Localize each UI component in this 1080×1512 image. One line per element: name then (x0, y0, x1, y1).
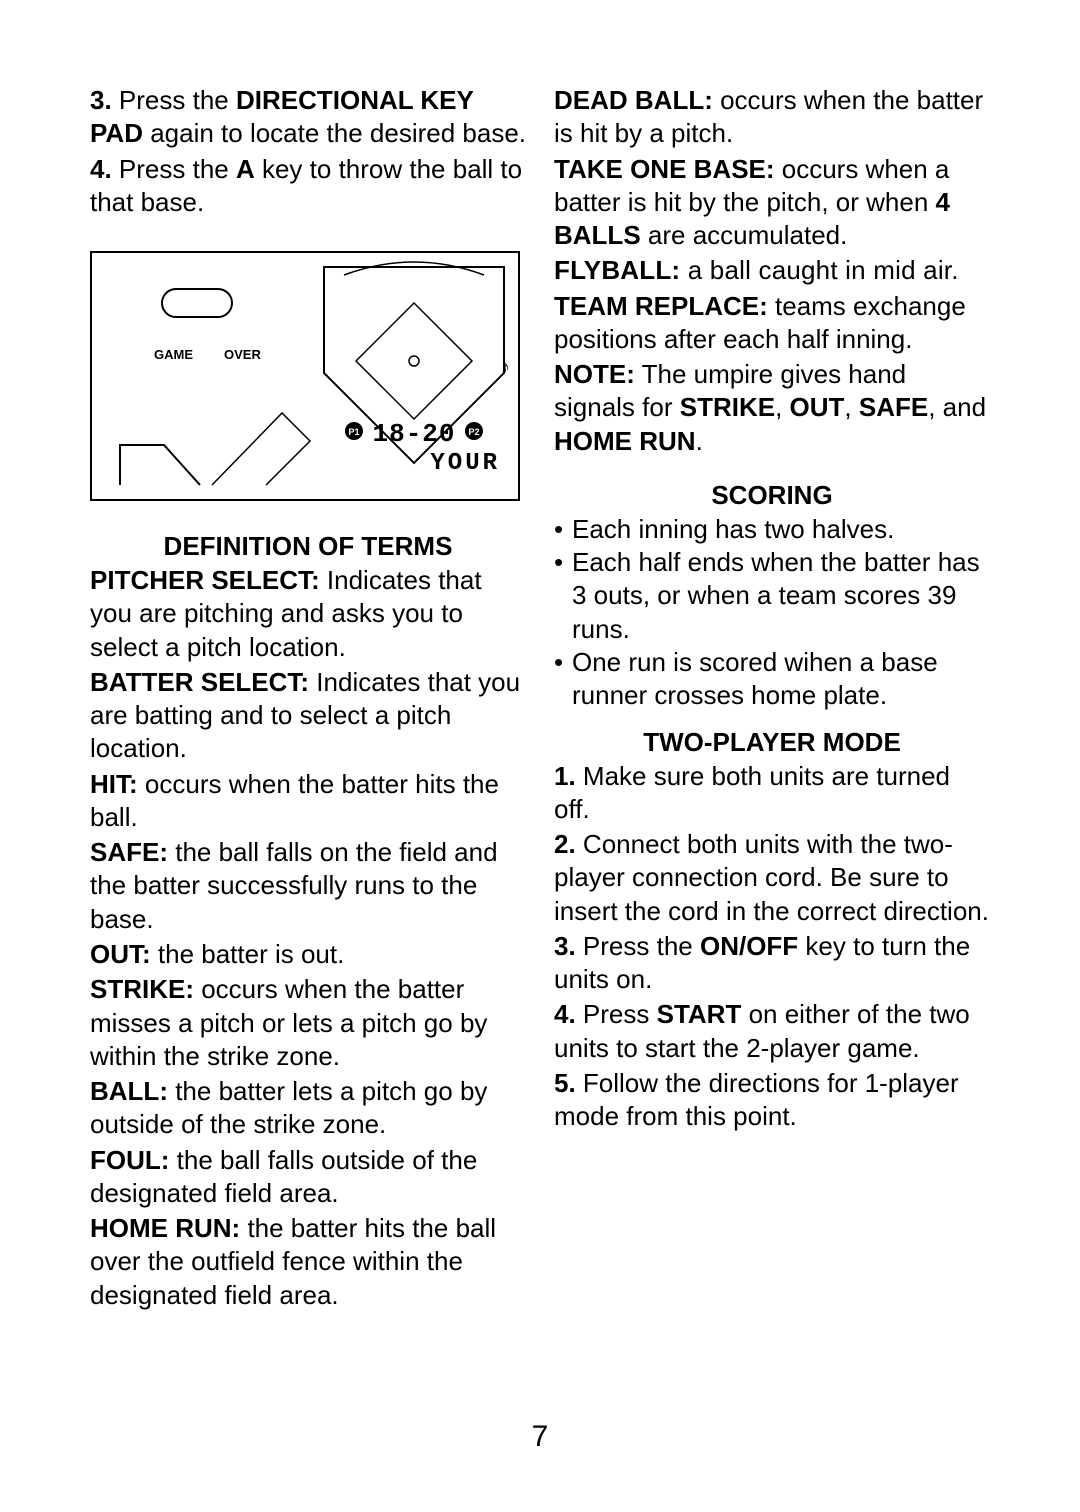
scoring-bullet-2: •Each half ends when the batter has 3 ou… (554, 546, 990, 646)
right-column: DEAD BALL: occurs when the batter is hit… (554, 84, 990, 1404)
tp1-text: Make sure both units are turned off. (554, 761, 950, 824)
team-replace-label: TEAM REPLACE: (554, 291, 768, 321)
out-label: OUT: (90, 939, 151, 969)
step-4-text-a: Press the (112, 154, 236, 184)
step-4-key: A (236, 154, 255, 184)
svg-text:P1: P1 (348, 427, 359, 437)
flyball-text: a ball caught in mid air. (680, 255, 958, 285)
step-3-text-c: again to locate the desired base. (143, 118, 526, 148)
tp-step-4: 4. Press START on either of the two unit… (554, 998, 990, 1065)
pitcher-select-label: PITCHER SELECT: (90, 565, 320, 595)
term-foul: FOUL: the ball falls outside of the desi… (90, 1144, 526, 1211)
hit-text: occurs when the batter hits the ball. (90, 769, 499, 832)
left-column: 3. Press the DIRECTIONAL KEY PAD again t… (90, 84, 526, 1404)
tp4-b: START (657, 999, 742, 1029)
term-batter-select: BATTER SELECT: Indicates that you are ba… (90, 666, 526, 766)
term-flyball: FLYBALL: a ball caught in mid air. (554, 254, 990, 287)
term-take-one-base: TAKE ONE BASE: occurs when a batter is h… (554, 153, 990, 253)
flyball-label: FLYBALL: (554, 255, 680, 285)
scoring-bullet-3: •One run is scored wihen a base runner c… (554, 646, 990, 713)
note: NOTE: The umpire gives hand signals for … (554, 358, 990, 458)
tp4-num: 4. (554, 999, 576, 1029)
game-screen-svg: ♪ GAME OVER P1 18-20 P2 YOUR (92, 253, 522, 503)
tp3-a: Press the (576, 931, 700, 961)
game-screen-figure: ♪ GAME OVER P1 18-20 P2 YOUR (90, 251, 520, 501)
tp3-b: ON/OFF (700, 931, 798, 961)
tp-step-5: 5. Follow the directions for 1-player mo… (554, 1067, 990, 1134)
term-hit: HIT: occurs when the batter hits the bal… (90, 768, 526, 835)
safe-label: SAFE: (90, 837, 168, 867)
out-text: the batter is out. (151, 939, 345, 969)
scoring-b3-text: One run is scored wihen a base runner cr… (572, 646, 990, 713)
definition-of-terms-title: DEFINITION OF TERMS (90, 531, 526, 562)
take-text-c: are accumulated. (641, 220, 848, 250)
note-sep2: , (844, 392, 858, 422)
term-safe: SAFE: the ball falls on the field and th… (90, 836, 526, 936)
scoring-b1-text: Each inning has two halves. (572, 513, 990, 546)
hit-label: HIT: (90, 769, 138, 799)
bullet-dot-icon: • (554, 646, 572, 713)
tp1-num: 1. (554, 761, 576, 791)
term-home-run: HOME RUN: the batter hits the ball over … (90, 1212, 526, 1312)
note-safe: SAFE (859, 392, 928, 422)
term-strike: STRIKE: occurs when the batter misses a … (90, 973, 526, 1073)
fig-label-game: GAME (154, 347, 193, 362)
svg-text:18-20: 18-20 (372, 419, 455, 449)
scoring-b2-text: Each half ends when the batter has 3 out… (572, 546, 990, 646)
note-sep3: , and (928, 392, 986, 422)
page-number: 7 (90, 1420, 990, 1454)
homerun-label: HOME RUN: (90, 1213, 240, 1243)
strike-label: STRIKE: (90, 974, 194, 1004)
note-homerun: HOME RUN (554, 426, 696, 456)
term-out: OUT: the batter is out. (90, 938, 526, 971)
page-columns: 3. Press the DIRECTIONAL KEY PAD again t… (90, 84, 990, 1404)
step-4: 4. Press the A key to throw the ball to … (90, 153, 526, 220)
note-sep1: , (775, 392, 789, 422)
dead-ball-label: DEAD BALL: (554, 85, 713, 115)
fig-your: YOUR (430, 450, 500, 477)
term-team-replace: TEAM REPLACE: teams exchange positions a… (554, 290, 990, 357)
fig-label-over: OVER (224, 347, 261, 362)
note-strike: STRIKE (680, 392, 775, 422)
step-3-text-a: Press the (112, 85, 236, 115)
bullet-dot-icon: • (554, 513, 572, 546)
tp5-text: Follow the directions for 1-player mode … (554, 1068, 959, 1131)
tp4-a: Press (576, 999, 657, 1029)
two-player-mode-title: TWO-PLAYER MODE (554, 727, 990, 758)
tp2-num: 2. (554, 829, 576, 859)
tp-step-2: 2. Connect both units with the two-playe… (554, 828, 990, 928)
tp2-text: Connect both units with the two-player c… (554, 829, 989, 926)
note-out: OUT (790, 392, 845, 422)
step-3: 3. Press the DIRECTIONAL KEY PAD again t… (90, 84, 526, 151)
scoring-bullets: •Each inning has two halves. •Each half … (554, 513, 990, 713)
scoring-bullet-1: •Each inning has two halves. (554, 513, 990, 546)
bullet-dot-icon: • (554, 546, 572, 646)
note-period: . (696, 426, 703, 456)
tp-step-3: 3. Press the ON/OFF key to turn the unit… (554, 930, 990, 997)
svg-text:P2: P2 (468, 427, 479, 437)
step-3-number: 3. (90, 85, 112, 115)
fig-scoreline: P1 18-20 P2 (345, 419, 483, 449)
foul-label: FOUL: (90, 1145, 169, 1175)
term-ball: BALL: the batter lets a pitch go by outs… (90, 1075, 526, 1142)
term-pitcher-select: PITCHER SELECT: Indicates that you are p… (90, 564, 526, 664)
scoring-title: SCORING (554, 480, 990, 511)
term-dead-ball: DEAD BALL: occurs when the batter is hit… (554, 84, 990, 151)
step-4-number: 4. (90, 154, 112, 184)
svg-text:♪: ♪ (501, 357, 510, 377)
take-one-base-label: TAKE ONE BASE: (554, 154, 775, 184)
tp-step-1: 1. Make sure both units are turned off. (554, 760, 990, 827)
tp5-num: 5. (554, 1068, 576, 1098)
batter-select-label: BATTER SELECT: (90, 667, 309, 697)
note-label: NOTE: (554, 359, 635, 389)
ball-label: BALL: (90, 1076, 168, 1106)
tp3-num: 3. (554, 931, 576, 961)
